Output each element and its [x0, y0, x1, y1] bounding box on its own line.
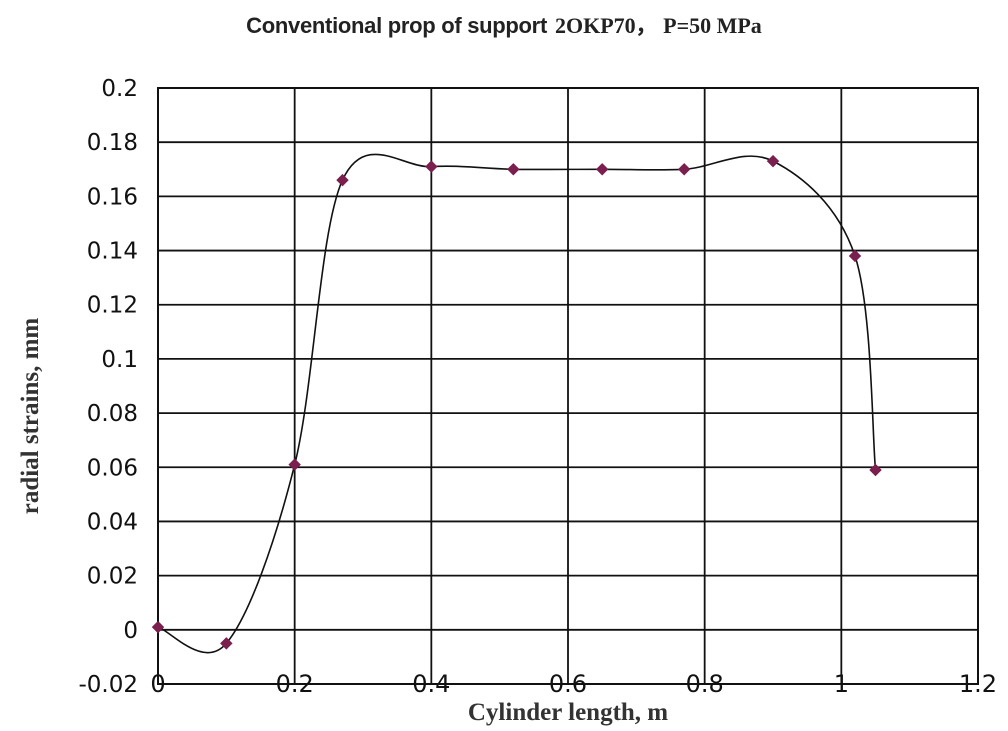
- data-point: [151, 620, 165, 634]
- y-tick-label: 0.1: [101, 347, 138, 373]
- y-tick-label: 0.16: [87, 184, 138, 210]
- data-point: [288, 458, 301, 471]
- data-point: [425, 160, 438, 173]
- y-tick-label: 0: [123, 618, 138, 644]
- data-point: [869, 463, 882, 477]
- y-tick-label: 0.02: [87, 564, 138, 590]
- y-axis-label: radial strains, mm: [17, 318, 44, 515]
- y-tick-label: 0.18: [87, 130, 138, 156]
- data-point: [507, 163, 520, 176]
- y-tick-label: 0.14: [87, 239, 138, 265]
- y-tick-label: 0.06: [87, 455, 138, 481]
- y-tick-label: 0.04: [87, 509, 138, 535]
- y-tick-label: -0.02: [78, 672, 138, 698]
- series-line: [157, 153, 877, 654]
- data-point: [336, 173, 349, 187]
- y-tick-label: 0.12: [87, 293, 138, 319]
- y-tick-label: 0.08: [87, 401, 138, 427]
- chart-title: Conventional prop of support 2OKP70， P=50…: [0, 8, 1008, 40]
- data-point: [595, 163, 609, 176]
- data-point: [766, 154, 780, 168]
- chart-title-main: Conventional prop of support: [246, 13, 547, 38]
- plot-frame: [157, 87, 979, 685]
- data-point: [220, 637, 233, 650]
- chart-title-sub: 2OKP70， P=50 MPa: [554, 13, 762, 38]
- x-axis-label: Cylinder length, m: [468, 699, 668, 726]
- y-tick-label: 0.2: [101, 76, 138, 102]
- data-point: [677, 163, 691, 176]
- data-point: [848, 249, 862, 263]
